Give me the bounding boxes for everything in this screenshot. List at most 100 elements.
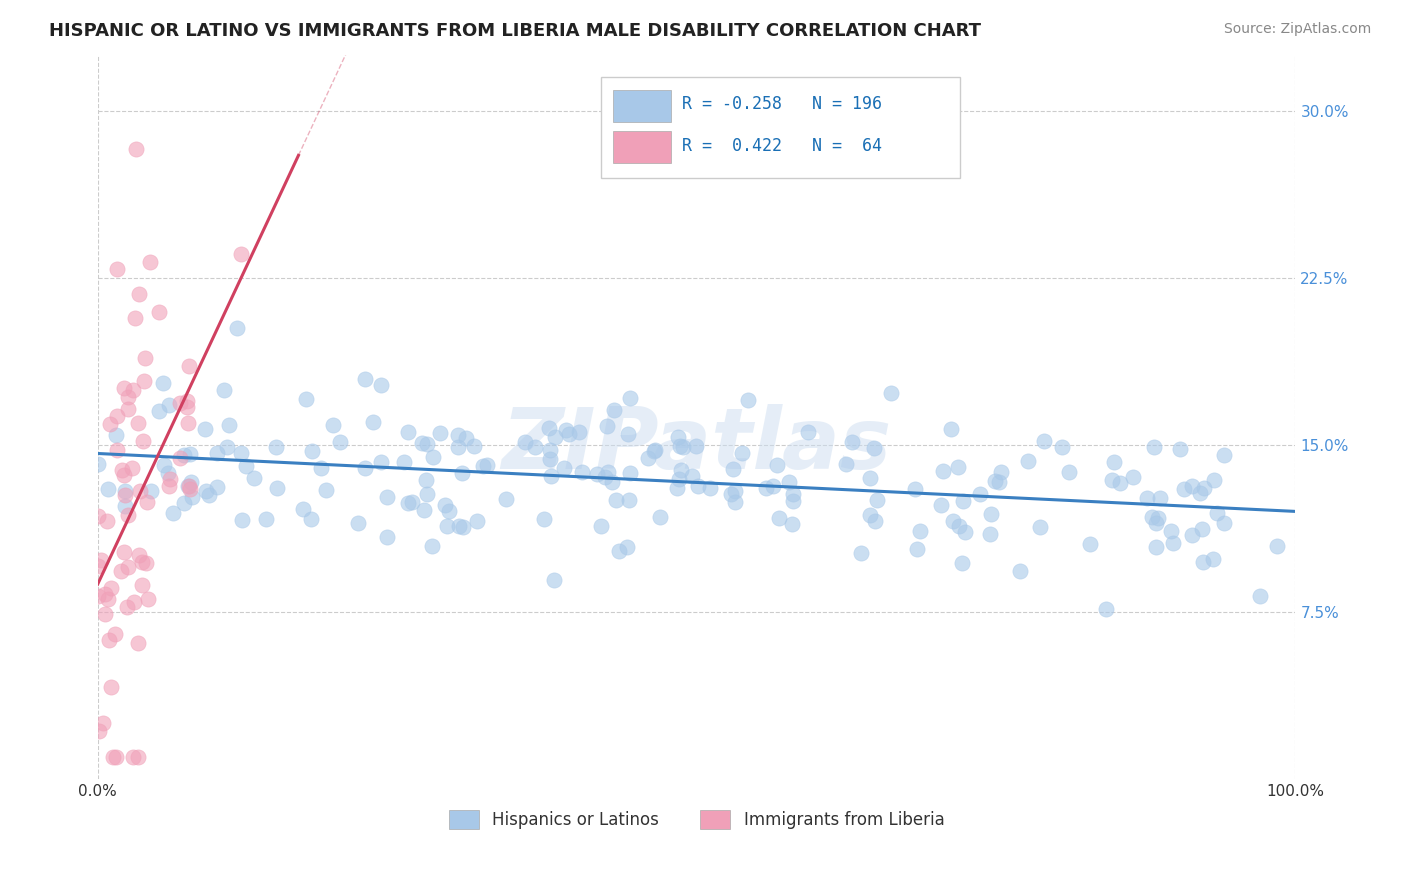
Point [121,460,143,475]
Point [254,512,277,526]
Point [866,492,889,507]
Point [179,482,201,496]
Point [299,512,322,526]
Point [475,458,498,473]
Point [1144,516,1167,531]
Point [449,519,471,533]
Point [231,513,253,527]
Point [605,492,627,507]
Point [1143,440,1166,454]
Point [139,255,162,269]
Point [396,425,419,439]
Point [177,479,200,493]
Point [724,495,747,509]
Point [370,455,392,469]
Text: ZIPatlas: ZIPatlas [502,404,891,488]
Point [1181,528,1204,542]
Point [1168,442,1191,456]
Point [619,492,641,507]
Point [291,502,314,516]
Legend: Hispanics or Latinos, Immigrants from Liberia: Hispanics or Latinos, Immigrants from Li… [441,803,952,836]
Point [948,518,970,533]
Point [87,589,110,603]
Point [93,607,115,622]
Point [173,496,195,510]
Point [229,446,252,460]
Point [668,472,690,486]
Point [121,383,143,397]
Point [176,401,198,415]
Point [1059,465,1081,479]
Point [97,632,120,647]
Point [699,481,721,495]
FancyBboxPatch shape [613,131,672,163]
Point [950,556,973,570]
Point [177,416,200,430]
Point [1008,565,1031,579]
Point [100,581,122,595]
Point [122,595,145,609]
Point [411,435,433,450]
Point [87,723,110,738]
Point [218,418,240,433]
Point [1147,511,1170,525]
Point [451,466,474,480]
Point [1249,589,1271,603]
Point [755,481,778,495]
Point [112,381,135,395]
Point [1122,470,1144,484]
Point [495,491,517,506]
Point [668,430,690,444]
Point [593,469,616,483]
Point [1149,491,1171,505]
Point [984,474,1007,488]
Point [643,444,665,458]
Point [637,450,659,465]
Point [96,514,118,528]
Point [1202,552,1225,566]
Point [723,461,745,475]
Point [835,458,858,472]
Point [946,459,969,474]
Point [585,467,607,481]
Point [433,499,456,513]
Point [179,479,201,493]
Point [90,553,112,567]
Point [353,460,375,475]
Text: Source: ZipAtlas.com: Source: ZipAtlas.com [1223,22,1371,37]
Point [429,426,451,441]
Point [124,310,146,325]
Point [446,427,468,442]
Point [176,393,198,408]
Point [180,475,202,489]
Point [117,508,139,522]
Point [422,450,444,464]
Point [905,541,928,556]
Point [688,479,710,493]
Point [135,495,157,509]
Point [96,482,118,496]
Point [600,475,623,489]
Point [415,473,437,487]
FancyBboxPatch shape [600,77,960,178]
Point [513,435,536,450]
Point [117,401,139,416]
Point [117,559,139,574]
Point [1029,520,1052,534]
Point [153,458,176,472]
Point [229,247,252,261]
Point [979,527,1001,541]
Point [212,383,235,397]
Point [354,371,377,385]
Point [127,416,149,430]
Point [908,524,931,538]
Point [596,466,619,480]
Point [114,499,136,513]
Point [301,444,323,458]
Point [148,304,170,318]
Point [148,404,170,418]
Point [347,516,370,530]
Point [322,418,344,433]
Point [87,558,110,573]
Point [131,555,153,569]
